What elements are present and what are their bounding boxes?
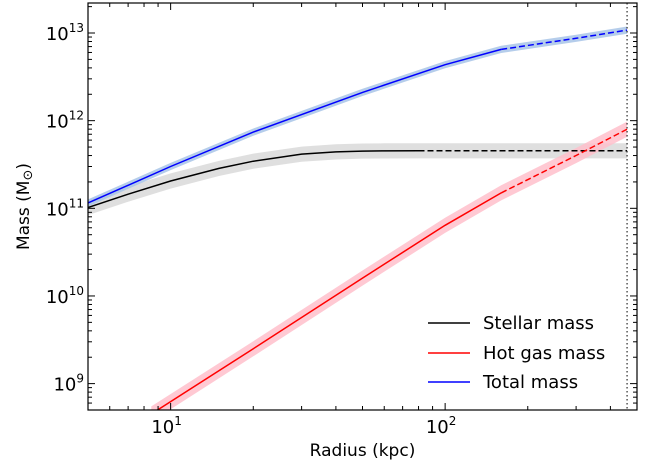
- y-tick-label: 1010: [46, 284, 84, 308]
- y-axis-title-close: ): [14, 163, 34, 170]
- x-tick-label-exponent: 2: [449, 414, 457, 428]
- x-tick-label-exponent: 1: [174, 414, 182, 428]
- band-stellar: [88, 143, 628, 216]
- line-total-extrapolated: [501, 29, 628, 51]
- legend-entry-hot-gas: Hot gas mass: [428, 343, 605, 364]
- legend-label-hot-gas: Hot gas mass: [483, 343, 605, 364]
- x-tick-label: 102: [426, 414, 457, 438]
- y-tick-label-base: 10: [53, 375, 76, 396]
- line-total: [88, 48, 502, 204]
- y-axis-title: Mass (M⊙): [14, 163, 36, 250]
- y-tick-label-exponent: 9: [76, 372, 84, 386]
- plot-area: [88, 3, 628, 410]
- legend-label-total: Total mass: [482, 372, 578, 393]
- legend-label-stellar: Stellar mass: [483, 313, 594, 334]
- y-tick-label: 109: [53, 372, 84, 396]
- x-axis-title: Radius (kpc): [310, 441, 416, 461]
- x-tick-label: 101: [151, 414, 182, 438]
- y-tick-label-base: 10: [46, 287, 69, 308]
- y-tick-label: 1012: [46, 109, 84, 133]
- y-tick-label-base: 10: [46, 24, 69, 45]
- y-tick-label: 1013: [46, 21, 84, 45]
- sun-symbol-icon: ⊙: [21, 170, 36, 181]
- y-tick-label-exponent: 13: [69, 21, 84, 35]
- y-tick-label-base: 10: [46, 112, 69, 133]
- line-stellar: [88, 150, 419, 209]
- y-tick-label: 1011: [46, 196, 84, 220]
- legend-entry-stellar: Stellar mass: [428, 313, 594, 334]
- y-tick-label-base: 10: [46, 199, 69, 220]
- line-hot-gas: [156, 192, 502, 410]
- y-axis-title-main: Mass (M: [14, 181, 34, 251]
- y-tick-label-exponent: 10: [69, 284, 84, 298]
- legend: Stellar mass Hot gas mass Total mass: [428, 313, 605, 393]
- y-tick-label-exponent: 12: [69, 109, 84, 123]
- tick-marks: [87, 3, 638, 411]
- legend-entry-total: Total mass: [428, 372, 578, 393]
- x-tick-label-base: 10: [151, 417, 174, 438]
- x-tick-label-base: 10: [426, 417, 449, 438]
- line-hot-gas-extrapolated: [500, 128, 628, 194]
- y-tick-label-exponent: 11: [69, 196, 84, 210]
